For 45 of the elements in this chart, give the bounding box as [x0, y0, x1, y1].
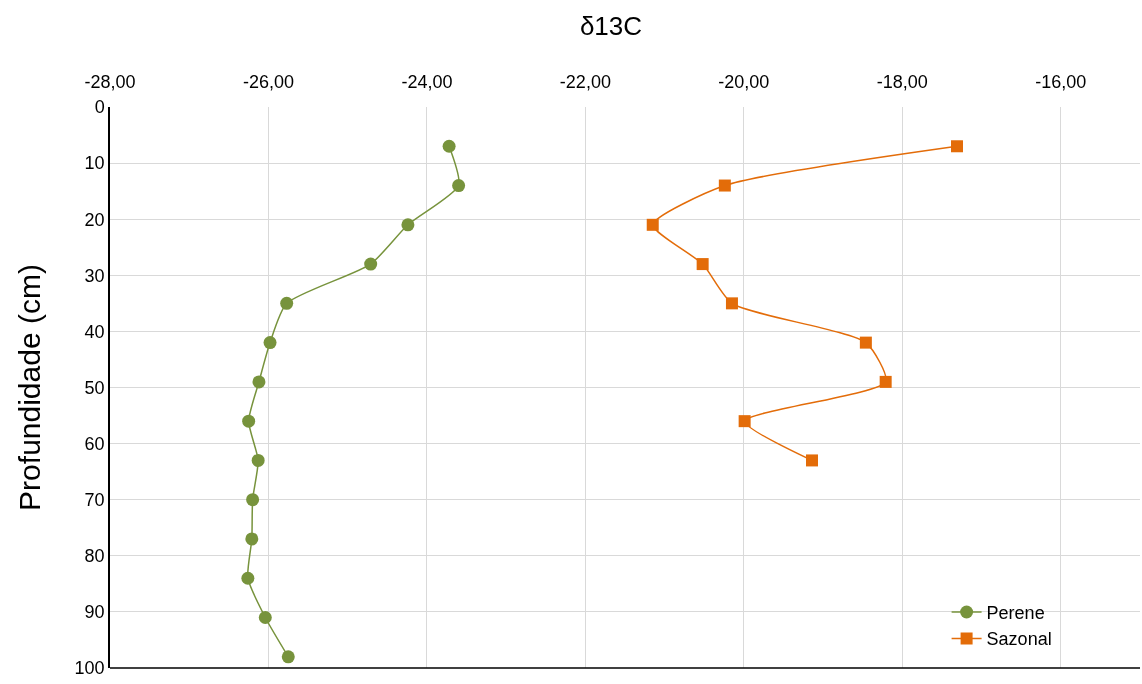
x-tick-label: -28,00 — [84, 72, 136, 93]
point — [452, 179, 466, 193]
y-axis-title: Profundidade (cm) — [12, 264, 46, 511]
point — [696, 258, 709, 271]
chart-title: δ13C — [579, 11, 643, 42]
point — [805, 454, 818, 467]
legend-label: Perene — [986, 603, 1045, 623]
point — [252, 375, 266, 389]
y-tick-label: 30 — [84, 265, 105, 286]
y-tick-label: 50 — [84, 377, 105, 398]
x-tick-label: -26,00 — [242, 72, 294, 93]
point — [859, 336, 872, 349]
x-tick-label: -20,00 — [718, 72, 770, 93]
point — [242, 414, 256, 428]
point — [879, 375, 892, 388]
point — [241, 571, 255, 585]
point — [245, 532, 259, 546]
point — [280, 296, 294, 310]
x-tick-label: -16,00 — [1035, 72, 1087, 93]
point — [263, 336, 277, 350]
point — [738, 415, 751, 428]
y-tick-label: 60 — [84, 433, 105, 454]
point — [725, 297, 738, 310]
y-tick-label: 10 — [84, 153, 105, 174]
point — [281, 650, 295, 664]
point — [258, 611, 272, 624]
y-tick-label: 90 — [84, 602, 105, 623]
point — [646, 218, 659, 231]
point — [251, 453, 265, 467]
point — [718, 179, 731, 192]
y-tick-label: 40 — [84, 321, 105, 342]
x-tick-label: -24,00 — [401, 72, 453, 93]
point — [364, 257, 378, 271]
y-tick-label: 80 — [84, 546, 105, 567]
x-tick-label: -22,00 — [559, 72, 611, 93]
point — [401, 218, 415, 232]
y-tick-label: 20 — [84, 209, 105, 230]
y-tick-label: 0 — [94, 97, 105, 118]
x-tick-label: -18,00 — [876, 72, 928, 93]
point — [442, 139, 456, 153]
point — [950, 140, 963, 153]
y-tick-label: 100 — [74, 658, 105, 679]
y-tick-label: 70 — [84, 490, 105, 510]
legend-label: Sazonal — [986, 629, 1052, 650]
point — [246, 493, 260, 507]
